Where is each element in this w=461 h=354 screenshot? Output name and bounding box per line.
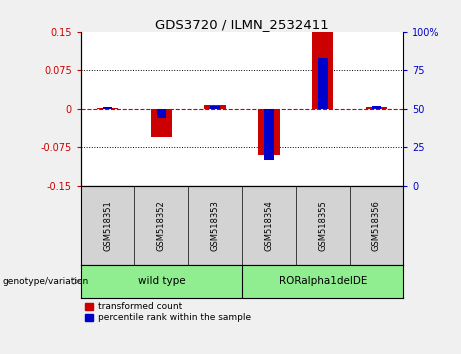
Text: GSM518356: GSM518356 bbox=[372, 200, 381, 251]
Bar bbox=[156, 109, 166, 118]
Legend: transformed count, percentile rank within the sample: transformed count, percentile rank withi… bbox=[85, 302, 251, 322]
Bar bbox=[366, 107, 387, 109]
Text: GSM518352: GSM518352 bbox=[157, 200, 166, 251]
Text: GSM518354: GSM518354 bbox=[265, 200, 273, 251]
Text: wild type: wild type bbox=[137, 276, 185, 286]
Bar bbox=[258, 109, 280, 155]
Text: GSM518353: GSM518353 bbox=[211, 200, 219, 251]
Bar bbox=[312, 32, 333, 109]
Text: genotype/variation: genotype/variation bbox=[2, 277, 89, 286]
Bar bbox=[204, 105, 226, 109]
Bar bbox=[318, 58, 327, 109]
Title: GDS3720 / ILMN_2532411: GDS3720 / ILMN_2532411 bbox=[155, 18, 329, 31]
Text: GSM518355: GSM518355 bbox=[318, 200, 327, 251]
Bar bbox=[264, 109, 274, 160]
Bar bbox=[372, 106, 381, 109]
Bar bbox=[151, 109, 172, 137]
Bar bbox=[103, 107, 112, 109]
Bar bbox=[97, 108, 118, 109]
Text: RORalpha1delDE: RORalpha1delDE bbox=[278, 276, 367, 286]
Text: GSM518351: GSM518351 bbox=[103, 200, 112, 251]
Bar bbox=[210, 106, 220, 109]
